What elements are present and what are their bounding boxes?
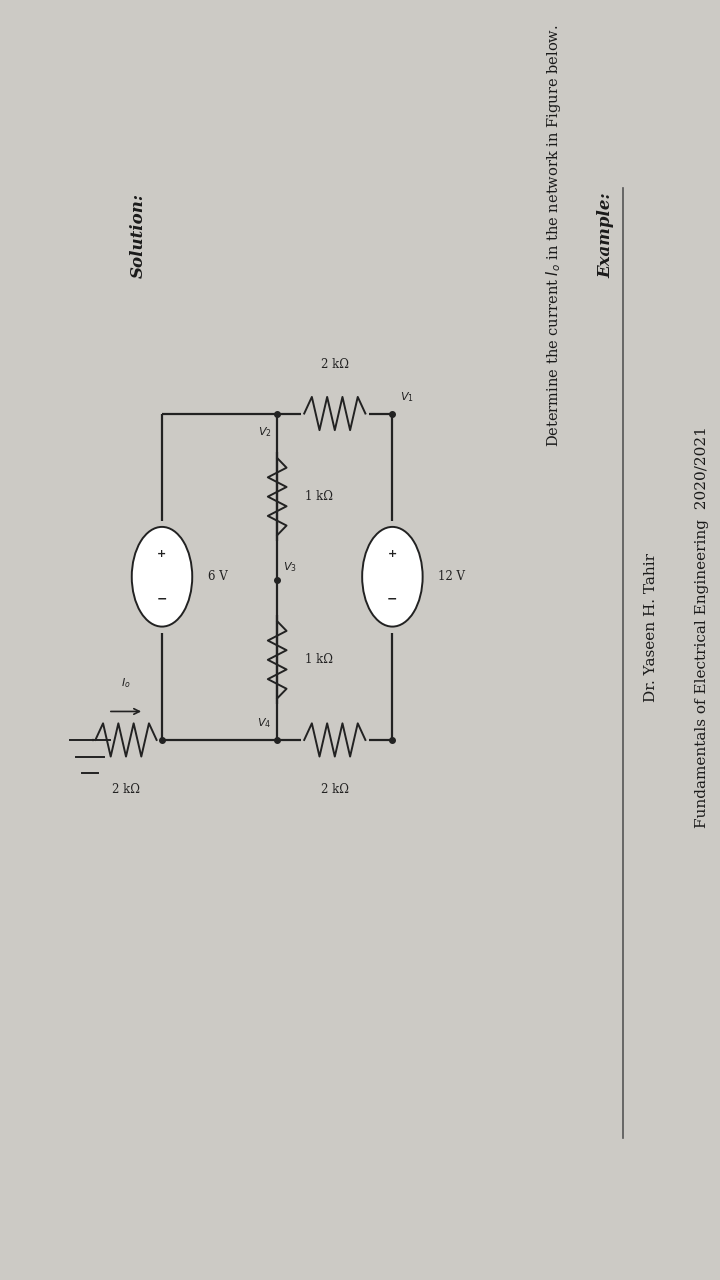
Text: 1 kΩ: 1 kΩ	[305, 653, 333, 667]
Text: +: +	[158, 549, 166, 559]
Text: $V_3$: $V_3$	[283, 559, 297, 573]
Text: Solution:: Solution:	[130, 193, 147, 278]
Text: 1 kΩ: 1 kΩ	[305, 490, 333, 503]
Circle shape	[362, 527, 423, 627]
Text: Example:: Example:	[598, 193, 615, 278]
Text: 6 V: 6 V	[208, 571, 228, 584]
Text: −: −	[157, 593, 167, 605]
Text: $V_2$: $V_2$	[258, 425, 271, 439]
Text: $V_1$: $V_1$	[400, 390, 413, 404]
Text: $V_4$: $V_4$	[257, 717, 271, 731]
Text: Determine the current $I_o$ in the network in Figure below.: Determine the current $I_o$ in the netwo…	[544, 24, 562, 447]
Text: Dr. Yaseen H. Tahir: Dr. Yaseen H. Tahir	[644, 553, 658, 701]
Text: 2 kΩ: 2 kΩ	[321, 358, 348, 371]
Text: 12 V: 12 V	[438, 571, 466, 584]
Text: −: −	[387, 593, 397, 605]
Text: +: +	[388, 549, 397, 559]
Text: $I_o$: $I_o$	[121, 676, 131, 690]
Circle shape	[132, 527, 192, 627]
Text: 2 kΩ: 2 kΩ	[321, 782, 348, 796]
Text: Fundamentals of Electrical Engineering  2020/2021: Fundamentals of Electrical Engineering 2…	[695, 426, 708, 828]
Text: 2 kΩ: 2 kΩ	[112, 782, 140, 796]
